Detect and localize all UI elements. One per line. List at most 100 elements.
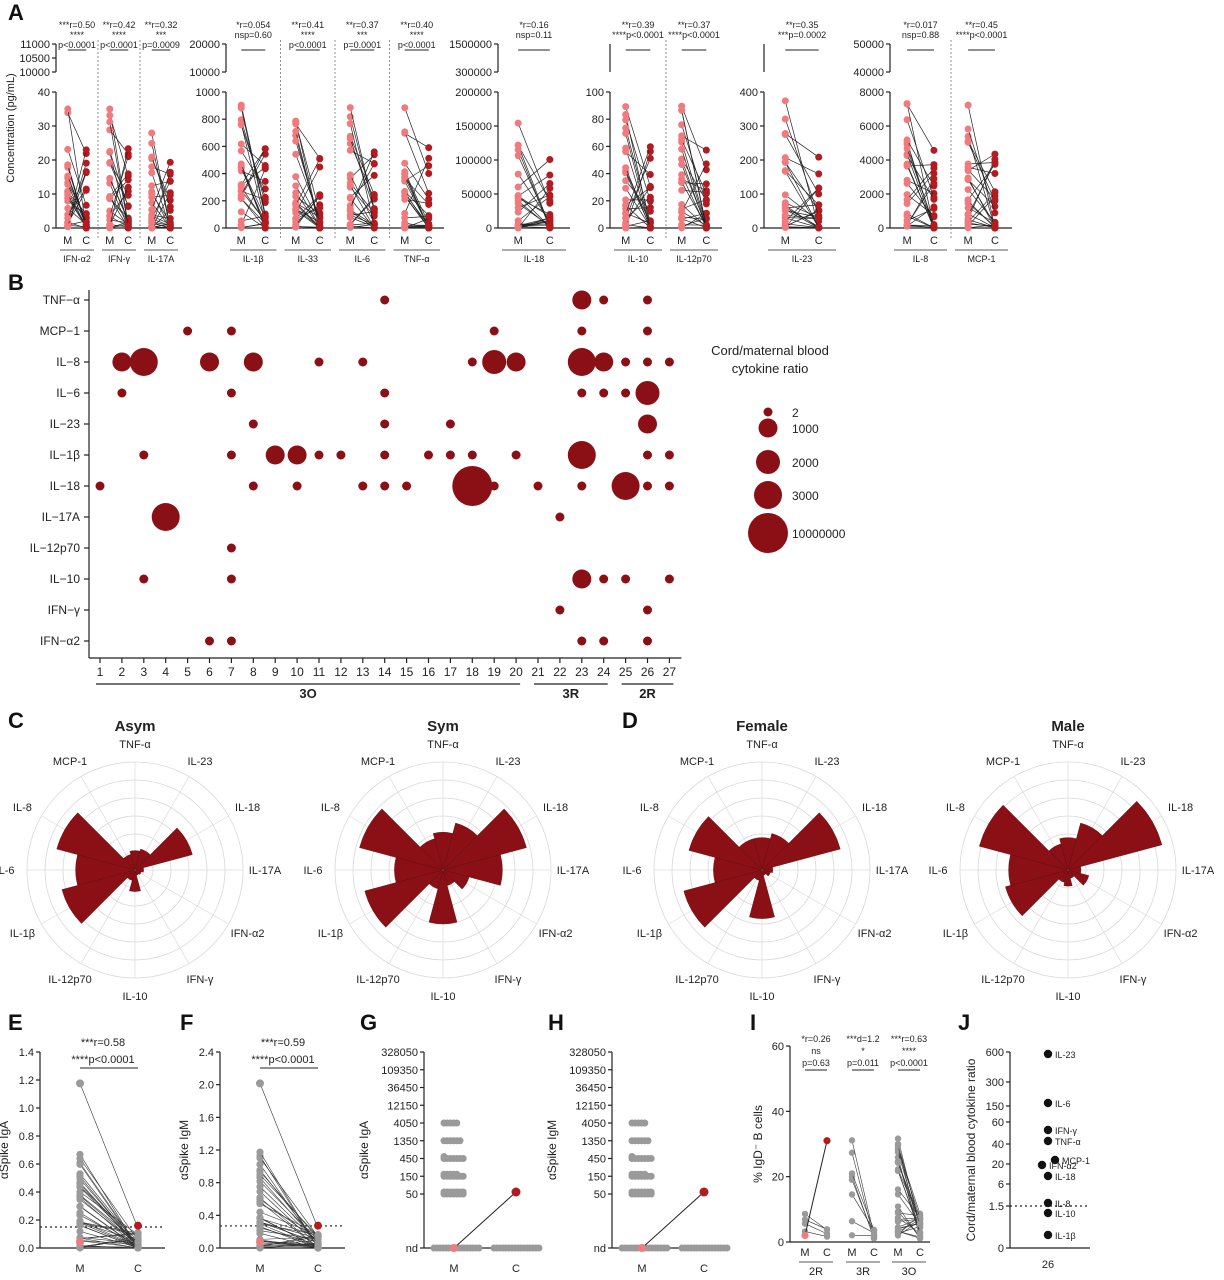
maternal-point	[964, 166, 972, 174]
pair-line	[241, 215, 266, 222]
pair-line	[785, 217, 819, 220]
x-tick-label: C	[546, 235, 554, 247]
y-axis-title: αSpike IgA	[357, 1121, 371, 1179]
maternal-point	[678, 186, 686, 194]
pair-line	[295, 226, 320, 228]
maternal-point	[292, 182, 300, 190]
stat-label: p=0.0001	[343, 40, 381, 50]
cord-point	[930, 164, 938, 172]
maternal-point	[781, 130, 789, 138]
maternal-point	[256, 1198, 264, 1206]
cord-point-nd	[723, 1244, 731, 1252]
col-label-16: 16	[422, 665, 436, 679]
cord-point	[166, 177, 174, 185]
row-label-8: IL−12p70	[30, 541, 81, 555]
maternal-point	[514, 170, 522, 178]
maternal-point	[106, 105, 114, 113]
cord-point	[930, 146, 938, 154]
pair-line	[906, 139, 935, 187]
pair-line	[259, 1230, 319, 1240]
legend-label: 1000	[792, 422, 819, 436]
y-axis-title: % IgD⁻ B cells	[751, 1105, 765, 1183]
j-point-label: IL-10	[1055, 1209, 1076, 1219]
cord-point-highlight	[699, 1187, 709, 1197]
radar-axis-label: IFN-α2	[539, 928, 573, 940]
j-point-label: IL-18	[1055, 1172, 1076, 1182]
panel-label-c: C	[8, 708, 24, 733]
cord-point	[370, 191, 378, 199]
maternal-point	[622, 111, 630, 119]
cord-point	[166, 222, 174, 230]
maternal-point	[148, 169, 156, 177]
cord-point	[646, 183, 654, 191]
pair-line	[259, 1211, 319, 1236]
maternal-point	[903, 161, 911, 169]
pair-line	[967, 169, 996, 200]
bubble	[151, 503, 180, 531]
maternal-point	[346, 135, 354, 143]
j-point-label: IL-8	[1055, 1199, 1071, 1209]
x-tick-label: C	[916, 1247, 924, 1259]
pair-line	[109, 148, 129, 227]
pair-line	[851, 1173, 875, 1230]
y-tick-label: 1.6	[199, 1112, 214, 1124]
maternal-point	[292, 193, 300, 201]
radar-spoke	[134, 869, 190, 964]
radar-spoke	[761, 869, 817, 964]
maternal-point	[106, 118, 114, 126]
maternal-point	[894, 1203, 902, 1210]
radar-spoke	[80, 776, 136, 871]
radar-wedge	[442, 854, 503, 886]
bubble	[445, 419, 455, 429]
radar-axis-label: IFN-α2	[1164, 928, 1198, 940]
pair-line	[681, 182, 707, 227]
legend-label: 2000	[792, 456, 819, 470]
radar-wedge	[129, 869, 141, 892]
radar-axis-label: IL-10	[1055, 991, 1080, 1003]
pair-line	[79, 1246, 139, 1248]
radar-wedge	[61, 869, 136, 924]
row-label-6: IL−18	[50, 479, 81, 493]
row-label-3: IL−6	[56, 386, 80, 400]
pair-line	[785, 170, 819, 206]
radar-wedge	[1048, 843, 1069, 871]
radar-wedge	[683, 869, 763, 928]
pair-line	[681, 139, 707, 194]
maternal-point	[622, 177, 630, 185]
cord-point	[166, 158, 174, 166]
cord-point	[870, 1229, 878, 1237]
maternal-point	[64, 180, 72, 188]
radar-wedge	[761, 812, 841, 871]
maternal-point	[459, 1188, 467, 1196]
pair-line	[906, 103, 935, 151]
pair-line	[151, 210, 171, 229]
maternal-point	[964, 220, 972, 228]
panel-label-i: I	[750, 1010, 756, 1035]
x-tick-label: M	[237, 235, 246, 247]
maternal-point	[678, 121, 686, 129]
radar-axis-label: IL-10	[749, 991, 774, 1003]
pair-line	[79, 1199, 139, 1245]
pair-line	[641, 1191, 705, 1249]
cord-point	[646, 224, 654, 232]
bubble	[599, 295, 609, 305]
maternal-point	[801, 1220, 809, 1227]
maternal-point	[237, 208, 245, 216]
bubble	[129, 348, 158, 376]
row-label-5: IL−1β	[49, 448, 80, 462]
pair-line	[349, 107, 375, 210]
radar-wedge	[1005, 869, 1069, 917]
maternal-point	[514, 194, 522, 202]
y-tick-label: 1350	[394, 1136, 418, 1148]
maternal-point	[401, 195, 409, 203]
radar-wedge	[442, 808, 527, 871]
y-tick-label: 328050	[569, 1047, 606, 1059]
maternal-point	[848, 1170, 856, 1177]
y-tick-label: 200	[202, 196, 220, 208]
maternal-point	[781, 167, 789, 175]
bubble	[200, 352, 219, 372]
pair-line	[967, 179, 996, 207]
maternal-point	[256, 1208, 264, 1216]
x-tick-label: M	[893, 1247, 902, 1259]
pair-line	[109, 152, 129, 228]
